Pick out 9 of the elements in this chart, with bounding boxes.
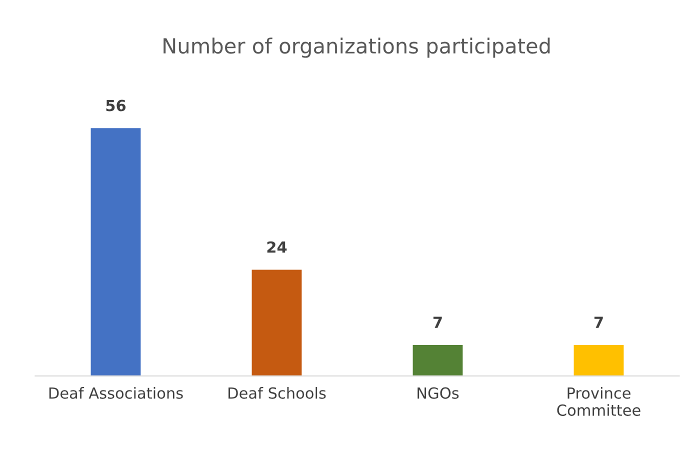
x-tick-label: Deaf Schools [228, 387, 326, 399]
x-tick-label: NGOs [418, 387, 459, 399]
x-tick-label: Province Committee [557, 387, 640, 416]
data-label: 7 [433, 316, 442, 328]
data-label: 7 [594, 316, 603, 328]
chart-title: Number of organizations participated [164, 38, 550, 58]
data-label: 56 [106, 100, 126, 112]
data-label: 24 [267, 241, 287, 253]
x-tick-label: Deaf Associations [49, 387, 183, 399]
